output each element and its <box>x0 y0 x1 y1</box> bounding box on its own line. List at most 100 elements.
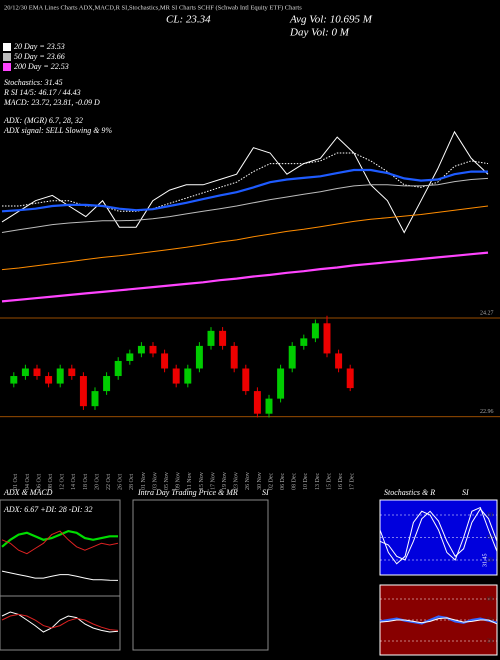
candle-body <box>335 353 343 369</box>
avg-volume: Avg Vol: 10.695 M <box>289 14 373 26</box>
series-line <box>1 570 119 581</box>
y-tick-label: 80 <box>487 512 493 518</box>
candle-body <box>288 345 296 369</box>
annotation: MACD: 23.72, 23.81, -0.09 D <box>3 98 100 107</box>
candle-body <box>149 345 157 354</box>
legend-entry: 50 Day = 23.66 <box>14 52 65 61</box>
candle-body <box>242 368 250 392</box>
series-line <box>1 530 119 555</box>
series-line <box>1 177 489 233</box>
candle-body <box>230 345 238 369</box>
panel-title: Intra Day Trading Price & MR <box>137 488 238 497</box>
candle-body <box>137 345 145 354</box>
x-tick-label: 10 Dec <box>303 473 309 490</box>
annotation: 31.45 <box>482 554 488 568</box>
x-tick-label: 06 Oct <box>36 474 42 490</box>
x-tick-label: 20 Oct <box>94 474 100 490</box>
candle-body <box>33 368 41 377</box>
x-tick-label: 04 Oct <box>25 474 31 490</box>
x-tick-label: 06 Dec <box>280 473 286 490</box>
intraday-panel <box>132 499 269 651</box>
annotation: ADX: (MGR) 6.7, 28, 32 <box>3 116 83 125</box>
candle-body <box>56 368 64 384</box>
candle-body <box>311 323 319 339</box>
candle-body <box>45 376 53 384</box>
candle-body <box>265 398 273 414</box>
x-tick-label: 15 Dec <box>326 473 332 490</box>
x-tick-label: 08 Dec <box>292 473 298 490</box>
candle-body <box>103 376 111 392</box>
panel-title: ADX & MACD <box>3 488 53 497</box>
annotation: Stochastics: 31.45 <box>4 78 63 87</box>
x-tick-label: 16 Dec <box>338 473 344 490</box>
candle-body <box>300 338 308 346</box>
candle-body <box>114 360 122 377</box>
candle-body <box>126 353 134 361</box>
series-line <box>1 251 489 303</box>
y-tick-label: 80 <box>487 596 493 602</box>
candle-body <box>21 368 29 377</box>
x-tick-label: 17 Dec <box>350 473 356 490</box>
legend-entry: 200 Day = 22.53 <box>14 62 69 71</box>
x-tick-label: 02 Dec <box>268 473 274 490</box>
panel-title: Stochastics & R <box>384 488 435 497</box>
x-tick-label: 14 Oct <box>71 474 77 490</box>
legend-swatch <box>3 43 11 51</box>
candle-body <box>253 391 261 414</box>
series-line <box>379 506 498 565</box>
series-line <box>1 168 488 213</box>
x-tick-label: 03 Nov <box>152 472 158 490</box>
adx-panel <box>0 499 121 651</box>
candle-body <box>346 368 354 389</box>
y-tick-label: 50 <box>487 535 493 541</box>
x-tick-label: 19 Nov <box>222 472 228 490</box>
date-axis <box>0 432 500 494</box>
y-tick-label: 24.27 <box>480 310 494 316</box>
candle-body <box>207 330 215 346</box>
x-tick-label: 13 Dec <box>315 473 321 490</box>
candle-body <box>323 323 331 354</box>
x-tick-label: 01 Nov <box>141 472 147 490</box>
series-line <box>1 130 489 234</box>
x-tick-label: 12 Oct <box>60 474 66 490</box>
candle-body <box>184 368 192 384</box>
legend-swatch <box>3 53 11 61</box>
x-tick-label: 01 Oct <box>13 474 19 490</box>
series-line <box>1 529 118 548</box>
close-label: CL: 23.34 <box>166 14 211 26</box>
candle-body <box>277 368 285 399</box>
series-line <box>379 508 498 561</box>
x-tick-label: 09 Nov <box>176 472 182 490</box>
x-tick-label: 28 Oct <box>129 474 135 490</box>
y-tick-label: 20 <box>487 638 493 644</box>
panel-subtitle: ADX: 6.67 +DI: 28 -DI: 32 <box>3 505 93 514</box>
series-line <box>1 611 119 633</box>
legend-entry: 20 Day = 23.53 <box>14 42 65 51</box>
x-tick-label: 11 Nov <box>187 472 193 490</box>
x-tick-label: 22 Oct <box>106 474 112 490</box>
candle-body <box>79 376 87 407</box>
annotation: ADX signal: SELL Slowing & 9% <box>3 126 112 135</box>
x-tick-label: 05 Nov <box>164 472 170 490</box>
series-line <box>379 615 498 625</box>
panel-subtitle: SI <box>262 488 269 497</box>
candle-body <box>10 376 18 384</box>
candle-body <box>91 391 99 407</box>
candle-body <box>68 368 76 377</box>
annotation: R SI 14/5: 46.17 / 44.43 <box>3 88 81 97</box>
x-tick-label: 26 Oct <box>118 474 124 490</box>
y-tick-label: 20 <box>487 557 493 563</box>
x-tick-label: 26 Nov <box>245 472 251 490</box>
day-volume: Day Vol: 0 M <box>289 27 350 39</box>
candle-body <box>161 353 169 369</box>
x-tick-label: 17 Nov <box>210 472 216 490</box>
panel-subtitle: SI <box>462 488 469 497</box>
candle-body <box>219 330 227 346</box>
x-tick-label: 23 Nov <box>234 472 240 490</box>
x-tick-label: 18 Oct <box>83 474 89 490</box>
candle-body <box>172 368 180 384</box>
legend-swatch <box>3 63 11 71</box>
series-line <box>1 613 119 631</box>
